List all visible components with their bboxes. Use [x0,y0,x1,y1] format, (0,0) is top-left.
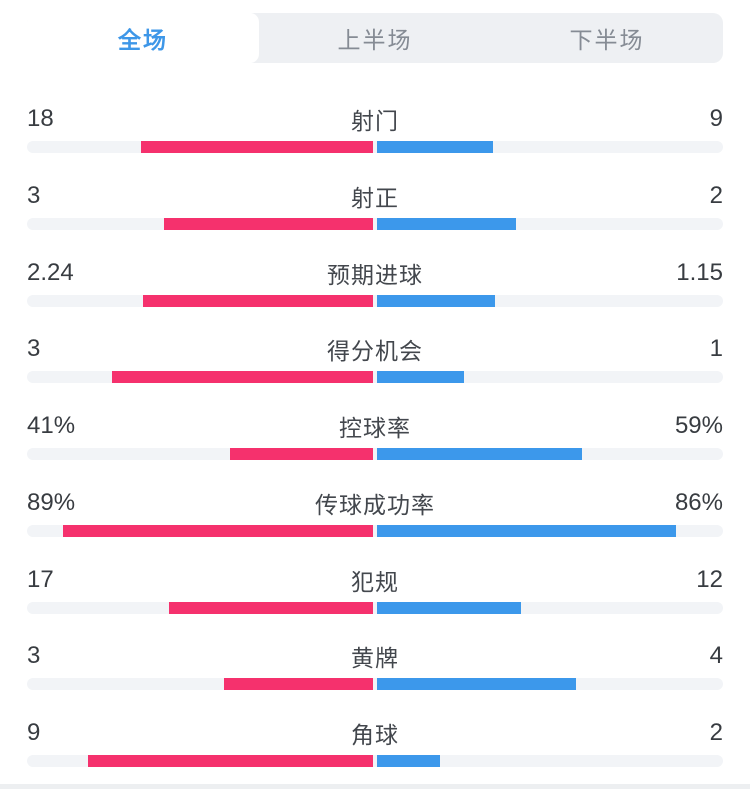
away-bar [377,524,677,537]
period-tabbar: 全场 上半场 下半场 [27,13,723,63]
away-bar [377,678,576,691]
stat-label: 犯规 [351,568,399,595]
tab-second-half-label: 下半场 [569,27,645,53]
stat-row: 41% 控球率 59% [27,402,723,479]
away-value: 12 [696,565,723,593]
home-value: 3 [27,335,41,363]
stat-values-line: 3 得分机会 1 [27,325,723,369]
home-bar [143,294,373,307]
away-value: 1 [709,335,723,363]
stat-bar-track [27,524,723,537]
stat-bar-track [27,371,723,384]
away-bar [377,141,494,153]
stat-bar-track [27,294,723,307]
stat-bar-track [27,217,723,230]
home-value: 41% [27,412,76,439]
home-value: 89% [27,488,76,516]
stat-label: 射正 [351,184,399,211]
stat-values-line: 41% 控球率 59% [27,402,723,446]
stats-list: 18 射门 9 3 射正 2 2.24 预期进球 1.15 3 得分机会 1 41% 控球率 59% 89% 传… [27,95,723,786]
stat-bar-track [27,141,723,153]
home-bar [141,141,373,153]
stat-label: 传球成功率 [315,491,435,518]
home-value: 17 [27,565,54,593]
bottom-divider [0,784,750,789]
away-bar [377,371,464,384]
stat-label: 黄牌 [351,645,399,672]
home-value: 18 [27,105,54,132]
stat-row: 18 射门 9 [27,95,723,172]
away-value: 59% [674,412,723,439]
stat-bar-track [27,448,723,460]
tab-full-match-label: 全场 [118,27,168,53]
home-value: 9 [27,719,41,746]
away-value: 86% [674,488,723,516]
stat-row: 3 得分机会 1 [27,325,723,402]
stat-values-line: 3 射正 2 [27,172,723,216]
away-value: 4 [709,642,723,670]
stat-bar-track [27,755,723,767]
home-bar [223,678,373,691]
away-bar [377,601,521,614]
tab-first-half-label: 上半场 [337,27,413,53]
away-bar [377,755,441,767]
stat-row: 3 射正 2 [27,172,723,249]
tab-first-half[interactable]: 上半场 [259,13,491,63]
stat-values-line: 17 犯规 12 [27,556,723,600]
stat-row: 9 角球 2 [27,709,723,786]
stat-values-line: 18 射门 9 [27,95,723,139]
home-value: 2.24 [27,258,74,286]
stat-label: 预期进球 [327,261,423,288]
stat-bar-track [27,678,723,691]
stat-values-line: 3 黄牌 4 [27,632,723,676]
home-bar [164,217,373,230]
home-value: 3 [27,642,41,670]
stat-label: 射门 [351,108,399,134]
stat-bar-track [27,601,723,614]
stat-values-line: 9 角球 2 [27,709,723,753]
home-bar [169,601,373,614]
stat-values-line: 2.24 预期进球 1.15 [27,249,723,293]
away-value: 2 [709,719,723,746]
away-bar [377,294,496,307]
home-bar [112,371,373,384]
stat-row: 17 犯规 12 [27,556,723,633]
away-value: 9 [709,105,723,132]
away-value: 2 [709,181,723,209]
stat-row: 2.24 预期进球 1.15 [27,249,723,326]
stat-label: 控球率 [339,415,411,441]
stat-label: 角球 [351,722,399,748]
home-value: 3 [27,181,41,209]
away-bar [377,448,583,460]
home-bar [230,448,373,460]
home-bar [63,524,373,537]
stat-values-line: 89% 传球成功率 86% [27,479,723,523]
away-value: 1.15 [676,258,723,286]
tab-full-match[interactable]: 全场 [27,13,259,63]
away-bar [377,217,517,230]
home-bar [88,755,373,767]
stat-row: 89% 传球成功率 86% [27,479,723,556]
stat-row: 3 黄牌 4 [27,632,723,709]
tab-second-half[interactable]: 下半场 [491,13,723,63]
stat-label: 得分机会 [327,338,423,365]
